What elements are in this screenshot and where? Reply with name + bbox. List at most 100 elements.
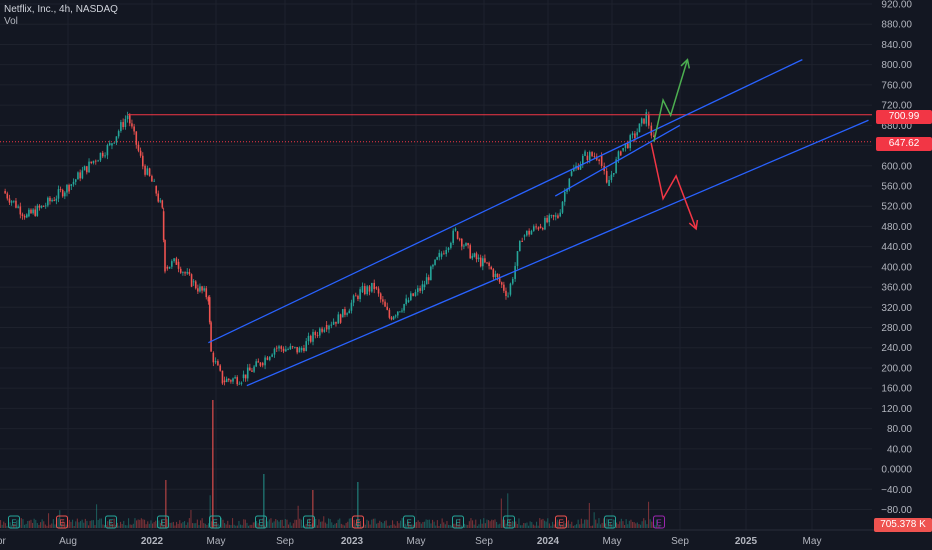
volume-bar [296, 519, 298, 528]
candle-body [371, 282, 373, 292]
x-tick-label: Apr [0, 536, 6, 547]
earnings-event-marker[interactable]: E [105, 515, 117, 529]
y-tick-label: 600.00 [881, 161, 912, 172]
volume-bar [155, 520, 157, 528]
volume-bar [446, 520, 448, 528]
volume-bar [601, 522, 603, 528]
earnings-event-marker[interactable]: E [653, 515, 665, 529]
candle-body [289, 346, 292, 350]
volume-bar [179, 520, 181, 528]
volume-bar [89, 520, 91, 528]
candle-body [148, 168, 151, 176]
volume-bar [568, 520, 570, 528]
candle-body [296, 346, 298, 353]
volume-bar [232, 518, 234, 528]
volume-bar [505, 523, 507, 528]
candle-body [236, 377, 239, 385]
volume-bar [561, 525, 563, 528]
volume-bar [342, 524, 344, 528]
earnings-event-marker[interactable]: E [352, 515, 364, 529]
earnings-event-marker[interactable]: E [255, 515, 267, 529]
earnings-event-marker[interactable]: E [209, 515, 221, 529]
earnings-event-marker[interactable]: E [604, 515, 616, 529]
candle-body [325, 324, 328, 330]
volume-bar [91, 520, 93, 528]
volume-bar [115, 524, 117, 528]
candle-body [482, 258, 484, 267]
y-tick-label: 520.00 [881, 202, 912, 213]
volume-bar [291, 525, 293, 528]
volume-bar [275, 519, 277, 528]
volume-bar [582, 523, 584, 528]
volume-bar [76, 518, 78, 528]
candle-body [135, 131, 138, 145]
volume-bar [392, 520, 394, 528]
volume-bar [121, 524, 123, 528]
earnings-event-marker[interactable]: E [555, 515, 567, 529]
candle-body [59, 189, 62, 190]
earnings-event-marker[interactable]: E [503, 515, 515, 529]
volume-bar [268, 519, 270, 528]
earnings-event-marker[interactable]: E [452, 515, 464, 529]
volume-bar [496, 521, 498, 528]
candle-body [26, 214, 28, 218]
volume-bar [390, 524, 392, 528]
earnings-event-marker[interactable]: E [303, 515, 315, 529]
earnings-event-marker[interactable]: E [8, 515, 20, 529]
candle-body [390, 317, 393, 320]
volume-bar [619, 521, 621, 528]
earnings-letter: E [258, 519, 263, 528]
candle-body [640, 118, 643, 124]
y-tick-label: 0.0000 [881, 465, 912, 476]
y-tick-label: 320.00 [881, 303, 912, 314]
candle-body [454, 228, 457, 231]
candle-body [568, 178, 571, 190]
candle-body [440, 253, 443, 257]
volume-bar [328, 518, 330, 528]
candle-body [634, 133, 636, 139]
volume-bar [364, 524, 366, 528]
candle-body [66, 185, 68, 193]
volume-bar [9, 522, 11, 528]
candle-body [653, 135, 655, 138]
candle-body [579, 164, 582, 170]
volume-bar [32, 522, 34, 528]
y-tick-label: 440.00 [881, 242, 912, 253]
volume-bar [451, 525, 453, 528]
candle-body [264, 357, 266, 366]
candle-body [392, 316, 395, 320]
volume-bar [604, 523, 606, 528]
volume-bar [259, 525, 261, 528]
volume-bar [100, 518, 102, 528]
volume-bar [51, 523, 53, 528]
volume-bar [524, 523, 526, 528]
candle-body [144, 165, 146, 175]
volume-bar [241, 525, 243, 528]
volume-bar [284, 519, 286, 528]
candle-body [227, 378, 230, 381]
volume-bar [593, 512, 595, 528]
volume-bar [571, 521, 573, 528]
candle-body [620, 151, 622, 156]
candle-body [557, 215, 559, 218]
volume-bar [348, 518, 350, 528]
volume-bar [140, 518, 142, 528]
candle-body [450, 242, 452, 248]
volume-bar [176, 521, 178, 528]
candle-body [21, 214, 24, 216]
volume-bar [516, 524, 518, 528]
earnings-event-marker[interactable]: E [157, 515, 169, 529]
volume-bar [422, 522, 424, 528]
volume-bar [580, 518, 582, 528]
candle-body [559, 212, 562, 217]
volume-bar [14, 523, 16, 528]
candle-body [546, 217, 548, 223]
volume-bar [326, 523, 328, 528]
candle-body [251, 370, 253, 372]
earnings-event-marker[interactable]: E [56, 515, 68, 529]
volume-bar [38, 524, 40, 528]
earnings-badge [503, 515, 515, 529]
candle-body [255, 361, 257, 367]
earnings-event-marker[interactable]: E [403, 515, 415, 529]
